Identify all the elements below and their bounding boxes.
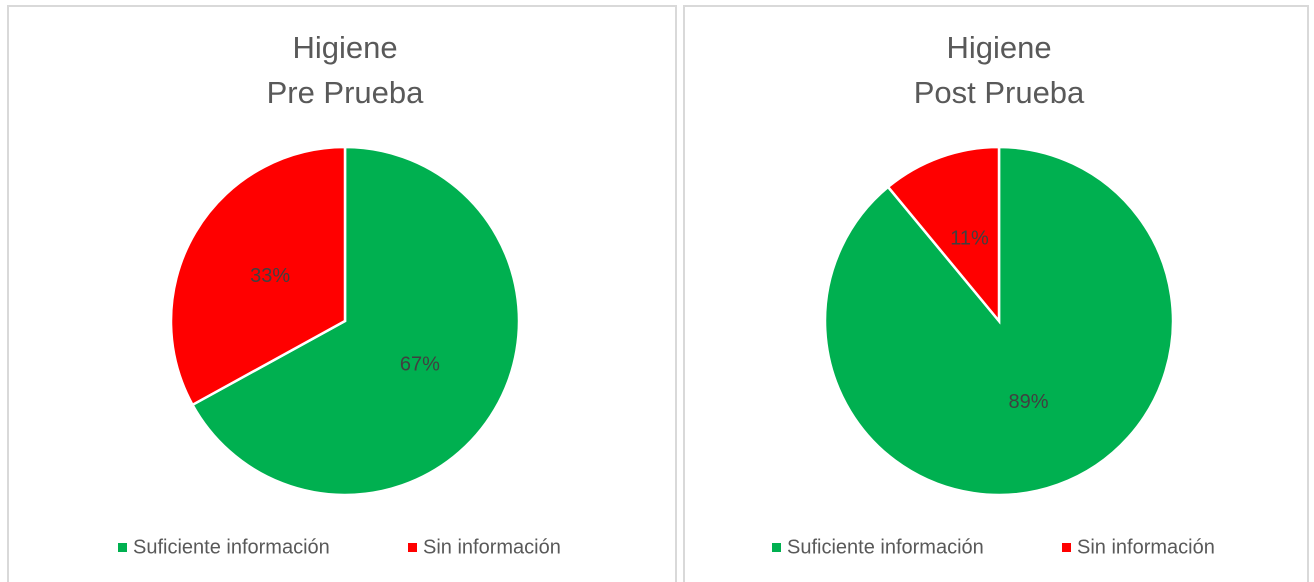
chart-title: Pre Prueba [267, 75, 425, 110]
legend-marker [772, 543, 781, 552]
chart-title: Post Prueba [914, 75, 1085, 110]
chart-title: Higiene [292, 30, 397, 65]
data-label: 11% [950, 227, 989, 249]
pie-slice [886, 145, 1001, 325]
legend-marker [1062, 543, 1071, 552]
data-label: 67% [400, 354, 440, 376]
legend-label: Sin información [1077, 536, 1215, 558]
data-label: 89% [1008, 391, 1048, 413]
legend-marker [118, 543, 127, 552]
chart-title: Higiene [946, 30, 1051, 65]
legend-label: Sin información [423, 536, 561, 558]
legend-label: Suficiente información [787, 536, 984, 558]
legend-label: Suficiente información [133, 536, 330, 558]
pie-slice [169, 145, 347, 407]
data-label: 33% [250, 265, 290, 287]
pie-slice [190, 145, 521, 497]
legend-marker [408, 543, 417, 552]
